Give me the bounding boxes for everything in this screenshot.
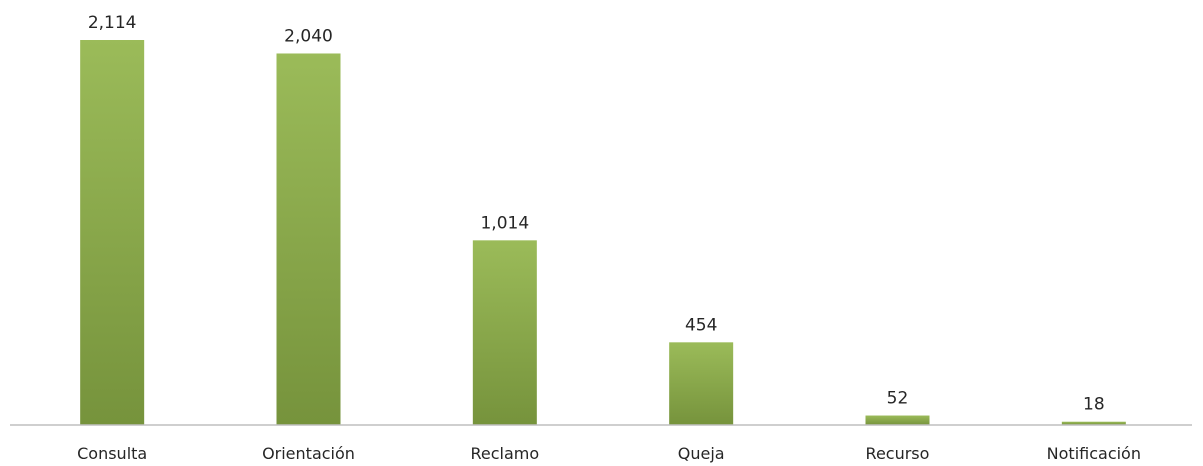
data-labels-layer: 2,114 2,040 1,014 454 52 18 — [88, 13, 1105, 415]
x-tick-label: Reclamo — [470, 444, 539, 463]
x-tick-label: Notificación — [1047, 444, 1141, 463]
data-label: 1,014 — [480, 213, 529, 233]
x-tick-label: Orientación — [262, 444, 355, 463]
x-tick-label: Recurso — [866, 444, 930, 463]
bar-reclamo — [472, 240, 537, 425]
bar-notificacion — [1061, 421, 1126, 425]
bar-orientacion — [276, 53, 341, 425]
data-label: 18 — [1083, 395, 1105, 415]
bar-consulta — [80, 40, 145, 425]
bar-recurso — [865, 415, 930, 425]
x-tick-label: Consulta — [77, 444, 147, 463]
data-label: 52 — [887, 389, 909, 409]
x-tick-label: Queja — [678, 444, 725, 463]
bars-layer — [80, 40, 1126, 425]
bar-queja — [669, 342, 734, 425]
data-label: 454 — [685, 315, 717, 335]
x-tick-labels-layer: Consulta Orientación Reclamo Queja Recurso No… — [77, 444, 1141, 463]
data-label: 2,114 — [88, 13, 137, 33]
data-label: 2,040 — [284, 26, 333, 46]
